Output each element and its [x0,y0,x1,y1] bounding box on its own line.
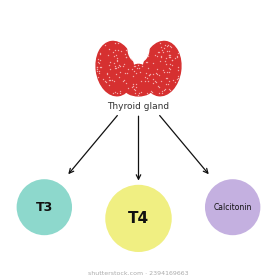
Text: T4: T4 [128,211,149,226]
Circle shape [17,179,72,235]
Text: T3: T3 [36,201,53,214]
Text: Calcitonin: Calcitonin [214,203,252,212]
Text: Thyroid gland: Thyroid gland [107,102,170,111]
Ellipse shape [128,36,149,62]
Ellipse shape [143,41,181,96]
Ellipse shape [128,64,149,87]
Ellipse shape [125,81,152,96]
Circle shape [205,179,260,235]
Ellipse shape [96,41,134,96]
Circle shape [105,185,172,252]
Text: shutterstock.com · 2394169663: shutterstock.com · 2394169663 [88,271,189,276]
